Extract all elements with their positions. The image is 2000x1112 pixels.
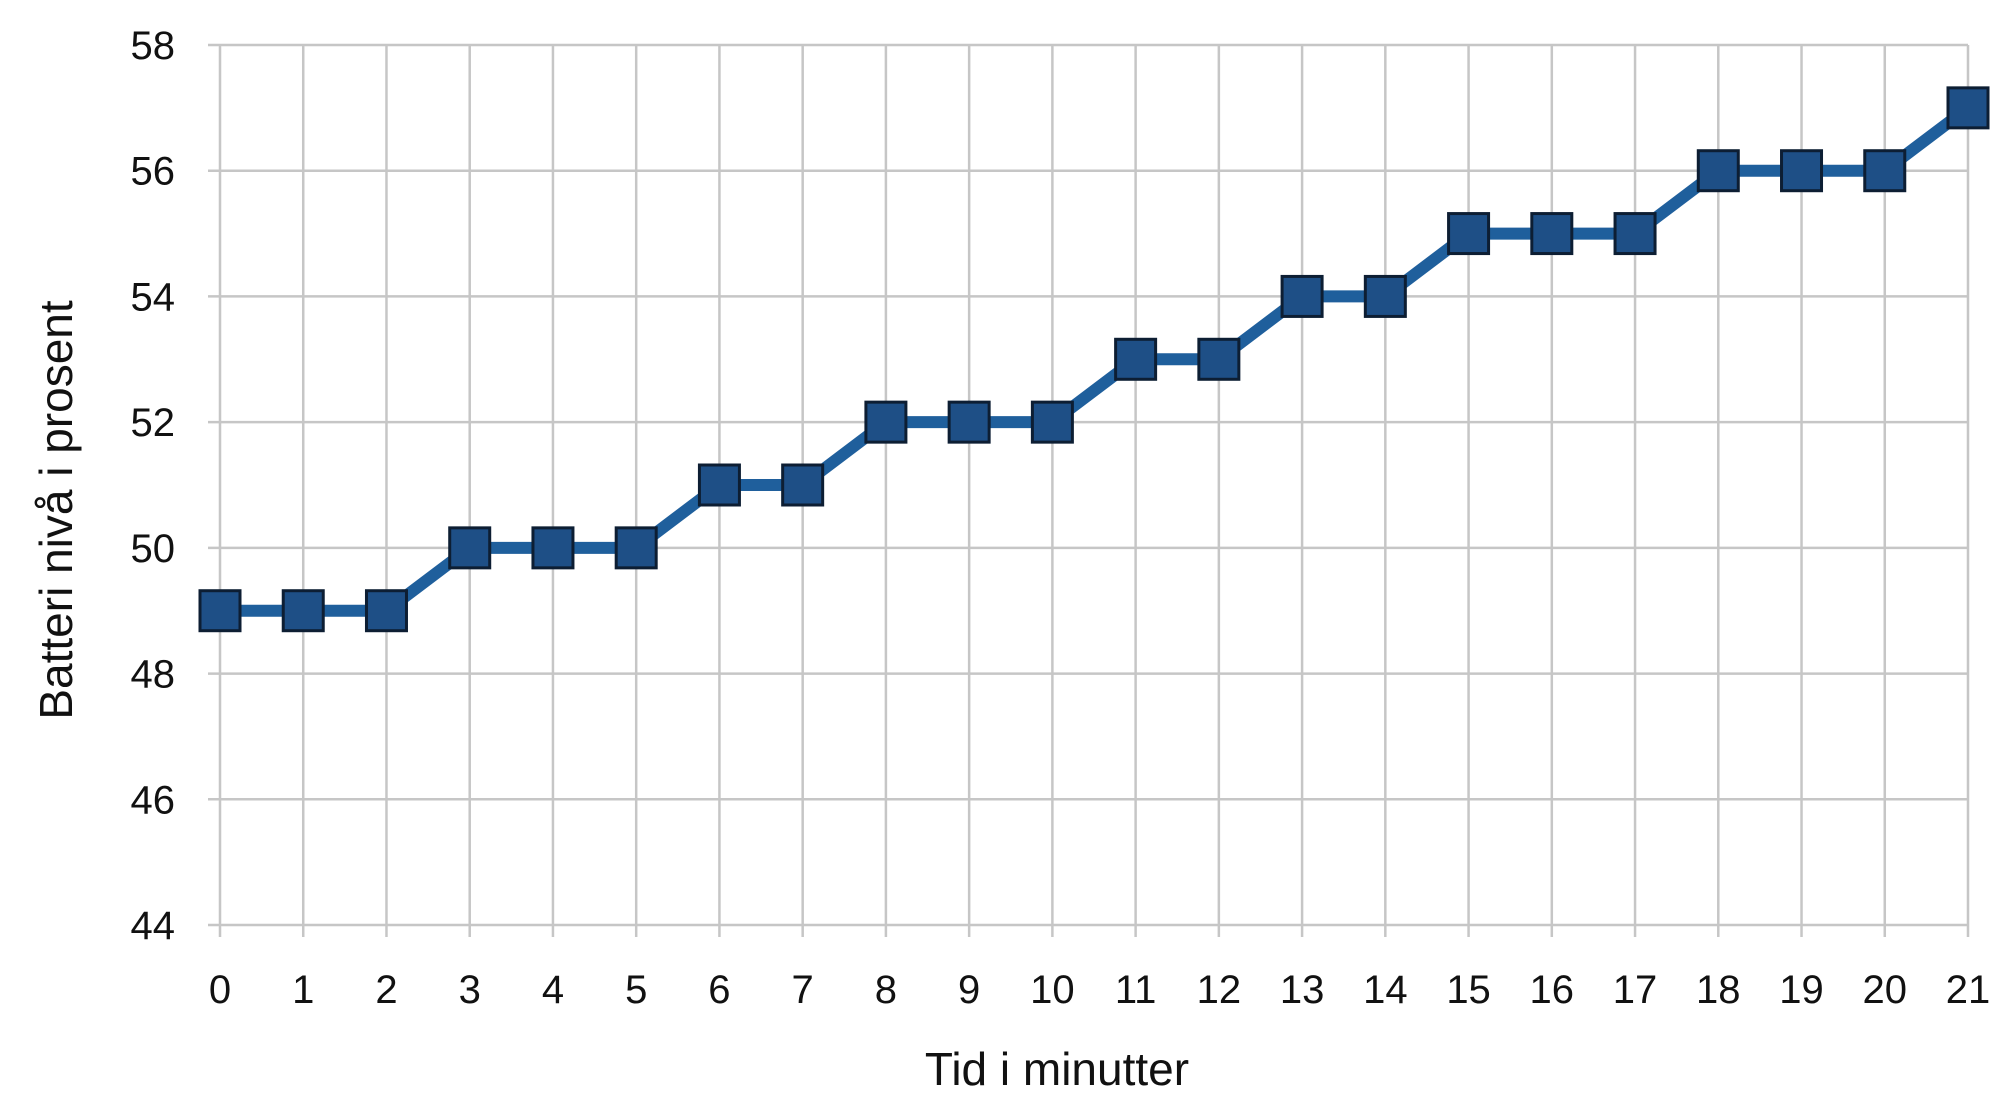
data-point-5 bbox=[614, 526, 658, 570]
x-tick-label-11: 11 bbox=[1115, 968, 1157, 1012]
x-tick-label-12: 12 bbox=[1197, 968, 1242, 1012]
data-point-9 bbox=[947, 400, 991, 444]
x-tick-label-20: 20 bbox=[1863, 968, 1908, 1012]
y-axis-tick-labels: 44 46 48 50 52 54 56 58 bbox=[131, 24, 176, 948]
data-point-19 bbox=[1780, 149, 1824, 193]
horizontal-gridlines bbox=[208, 43, 1968, 927]
data-point-20 bbox=[1863, 149, 1907, 193]
data-point-21 bbox=[1946, 86, 1990, 130]
data-point-14 bbox=[1363, 274, 1407, 318]
data-point-15 bbox=[1447, 212, 1491, 256]
x-tick-label-17: 17 bbox=[1613, 968, 1658, 1012]
y-tick-label-50: 50 bbox=[131, 527, 176, 571]
x-tick-label-0: 0 bbox=[209, 968, 231, 1012]
data-point-16 bbox=[1530, 212, 1574, 256]
data-point-8 bbox=[864, 400, 908, 444]
x-tick-label-5: 5 bbox=[625, 968, 647, 1012]
x-tick-label-9: 9 bbox=[958, 968, 980, 1012]
y-tick-label-56: 56 bbox=[131, 150, 176, 194]
data-point-3 bbox=[448, 526, 492, 570]
x-tick-label-1: 1 bbox=[292, 968, 314, 1012]
data-point-7 bbox=[781, 463, 825, 507]
data-point-6 bbox=[697, 463, 741, 507]
y-tick-label-44: 44 bbox=[131, 904, 176, 948]
x-tick-label-7: 7 bbox=[792, 968, 814, 1012]
x-tick-label-14: 14 bbox=[1363, 968, 1408, 1012]
x-tick-label-13: 13 bbox=[1280, 968, 1325, 1012]
x-tick-label-16: 16 bbox=[1530, 968, 1575, 1012]
x-tick-label-6: 6 bbox=[708, 968, 730, 1012]
y-tick-label-54: 54 bbox=[131, 275, 176, 319]
data-point-18 bbox=[1696, 149, 1740, 193]
x-tick-label-15: 15 bbox=[1446, 968, 1491, 1012]
y-tick-label-52: 52 bbox=[131, 401, 176, 445]
data-point-13 bbox=[1280, 274, 1324, 318]
x-tick-label-19: 19 bbox=[1779, 968, 1824, 1012]
data-point-11 bbox=[1114, 337, 1158, 381]
x-tick-label-8: 8 bbox=[875, 968, 897, 1012]
data-point-12 bbox=[1197, 337, 1241, 381]
x-axis-title: Tid i minutter bbox=[925, 1043, 1189, 1095]
y-axis-title: Batteri nivå i prosent bbox=[30, 300, 82, 720]
series-layer bbox=[198, 86, 1990, 633]
vertical-gridlines bbox=[218, 45, 1970, 937]
x-tick-label-3: 3 bbox=[459, 968, 481, 1012]
data-point-4 bbox=[531, 526, 575, 570]
series-line-0 bbox=[214, 101, 1974, 617]
x-tick-label-4: 4 bbox=[542, 968, 564, 1012]
x-tick-label-18: 18 bbox=[1696, 968, 1741, 1012]
y-tick-label-48: 48 bbox=[131, 653, 176, 697]
x-tick-label-21: 21 bbox=[1946, 968, 1991, 1012]
data-point-17 bbox=[1613, 212, 1657, 256]
data-point-1 bbox=[281, 589, 325, 633]
data-point-10 bbox=[1030, 400, 1074, 444]
x-axis-tick-labels: 0 1 2 3 4 5 6 7 8 9 10 11 12 13 14 15 16 17 18 19 20 21 bbox=[209, 968, 1990, 1012]
x-tick-label-10: 10 bbox=[1030, 968, 1075, 1012]
x-tick-label-2: 2 bbox=[375, 968, 397, 1012]
y-tick-label-46: 46 bbox=[131, 778, 176, 822]
data-point-2 bbox=[364, 589, 408, 633]
y-tick-label-58: 58 bbox=[131, 24, 176, 68]
data-point-0 bbox=[198, 589, 242, 633]
